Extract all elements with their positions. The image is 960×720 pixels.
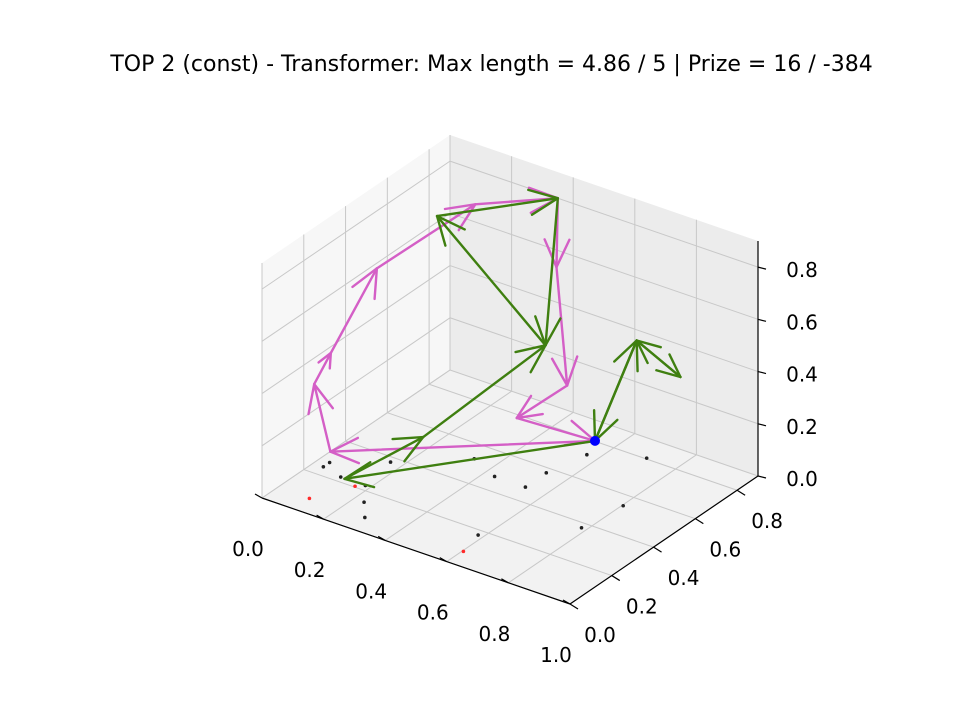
y-tick-label: 0.4 — [668, 566, 700, 590]
x-tick-label: 0.6 — [417, 601, 449, 625]
grid-line-z-left — [261, 265, 451, 394]
grid-line-z-left — [261, 160, 451, 290]
z-tick-label: 0.0 — [786, 467, 818, 491]
node-point — [476, 533, 480, 537]
depot-point — [590, 435, 601, 446]
grid-line-x-floor — [446, 433, 636, 563]
x-tick-mark — [439, 557, 448, 563]
floor-pane — [262, 370, 758, 604]
node-point — [338, 475, 343, 479]
route-segment — [422, 344, 547, 439]
z-tick-label: 0.6 — [786, 310, 818, 334]
node-point — [644, 456, 649, 460]
route-segment — [635, 339, 682, 379]
y-tick-label: 0.2 — [626, 595, 658, 619]
z-tick-label: 0.8 — [786, 258, 818, 282]
route-segment — [313, 351, 333, 386]
back-wall-pane — [450, 135, 758, 476]
z-tick-mark — [757, 370, 767, 375]
tick-labels: 0.00.20.40.60.81.00.00.20.40.60.80.00.20… — [232, 258, 818, 667]
route-segment — [343, 435, 425, 481]
route-segment — [313, 382, 332, 453]
route-segment — [593, 339, 638, 443]
z-tick-mark — [757, 475, 767, 479]
y-tick-mark — [736, 489, 746, 496]
y-tick-mark — [695, 518, 704, 525]
node-point — [579, 526, 584, 530]
grid-line-y-floor — [387, 412, 696, 520]
x-tick-mark — [254, 493, 263, 499]
depot-layer — [590, 435, 601, 446]
z-tick-label: 0.4 — [786, 363, 818, 387]
node-point — [327, 460, 332, 465]
grid-line-z-back — [449, 265, 759, 373]
grid-line-z-back — [449, 317, 759, 425]
grid-line-z-left — [261, 317, 451, 447]
node-point — [544, 471, 549, 475]
prize-node-point — [353, 484, 357, 489]
route-segment — [555, 265, 569, 387]
node-point — [321, 464, 326, 469]
route-segment — [435, 214, 547, 347]
x-tick-label: 0.8 — [478, 622, 510, 646]
x-tick-label: 0.2 — [294, 558, 326, 582]
node-point — [388, 460, 393, 464]
x-axis-line — [261, 497, 571, 605]
node-point — [585, 452, 589, 457]
route-segment — [515, 416, 597, 443]
grid-line-x-floor — [508, 454, 697, 584]
data-points — [307, 452, 649, 554]
grid-line-y-floor — [345, 440, 654, 548]
axes-panes — [262, 135, 758, 604]
x-tick-label: 1.0 — [540, 643, 572, 667]
prize-node-point — [307, 496, 312, 501]
node-point — [363, 515, 367, 520]
x-tick-mark — [316, 514, 324, 520]
grid-line-z-left — [261, 212, 451, 342]
route-segment — [329, 267, 379, 355]
route-segment — [515, 384, 569, 420]
grid-line-x-floor — [323, 390, 512, 520]
node-point — [621, 503, 625, 508]
x-tick-mark — [501, 578, 509, 584]
grid-line-z-back — [449, 212, 759, 320]
z-tick-mark — [757, 318, 767, 322]
z-tick-label: 0.2 — [786, 415, 818, 439]
axis-lines — [261, 241, 759, 605]
node-point — [362, 500, 366, 505]
route-segment — [375, 203, 477, 270]
route-segment — [435, 197, 559, 218]
grid-line-z-back — [449, 160, 759, 268]
x-tick-label: 0.0 — [232, 537, 264, 561]
y-tick-mark — [611, 575, 621, 582]
x-tick-mark — [562, 599, 571, 605]
z-tick-mark — [757, 423, 767, 427]
route-series — [307, 186, 682, 489]
grid-line-z-back — [449, 369, 759, 477]
y-axis-line — [569, 475, 759, 605]
y-tick-mark — [653, 546, 662, 553]
prize-node-point — [461, 549, 466, 554]
x-tick-mark — [377, 535, 386, 541]
z-tick-mark — [757, 266, 767, 270]
grid-line-z-left — [261, 369, 451, 499]
y-tick-label: 0.6 — [709, 538, 741, 562]
y-tick-label: 0.8 — [751, 509, 783, 533]
route-segment — [544, 197, 559, 347]
grid-line-x-floor — [384, 411, 574, 541]
route-segment — [343, 439, 597, 481]
chart-title: TOP 2 (const) - Transformer: Max length … — [110, 52, 873, 77]
y-tick-label: 0.0 — [584, 623, 616, 647]
route-segment — [329, 439, 597, 453]
route-arrowhead — [534, 315, 562, 347]
x-tick-label: 0.4 — [355, 579, 387, 603]
y-tick-mark — [569, 603, 579, 610]
node-point — [492, 474, 497, 479]
node-point — [523, 485, 528, 489]
